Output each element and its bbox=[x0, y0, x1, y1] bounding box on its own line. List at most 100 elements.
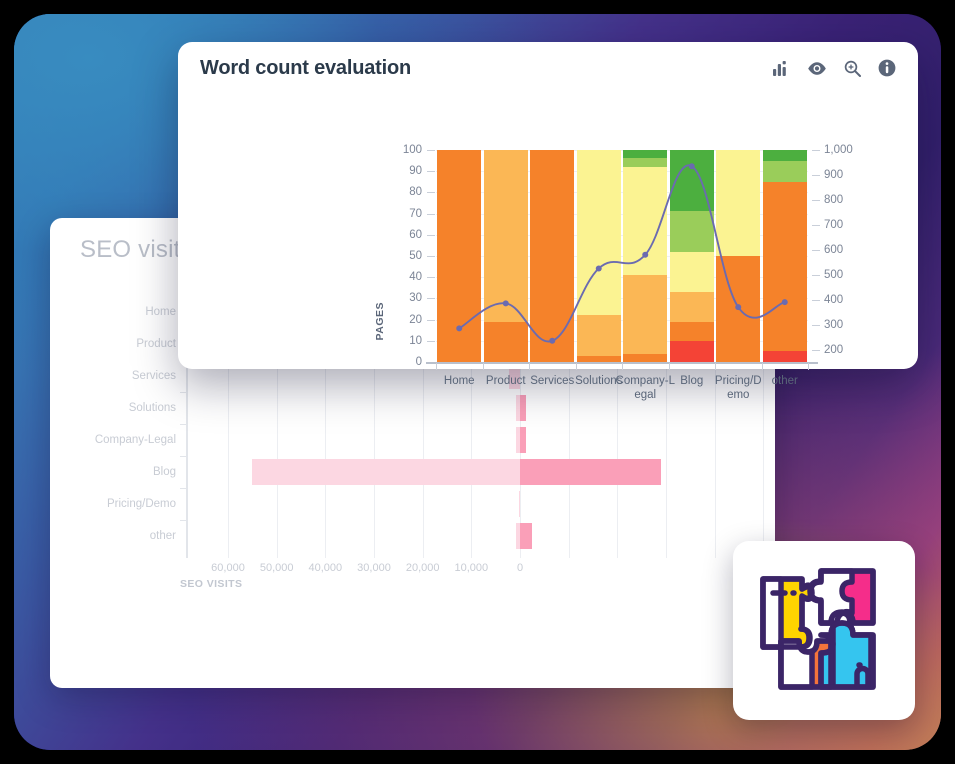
bar-segment[interactable] bbox=[669, 292, 714, 322]
seo-x-tick-label: 0 bbox=[516, 562, 524, 574]
y2-axis-tickmark bbox=[812, 249, 820, 251]
y-axis-tickmark bbox=[427, 340, 435, 342]
x-axis-tick-label: other bbox=[771, 375, 798, 387]
bar-segment[interactable] bbox=[623, 275, 668, 354]
x-axis-tick-label: Blog bbox=[680, 375, 704, 387]
y-axis-tickmark bbox=[427, 213, 435, 215]
x-axis-tick-label: Product bbox=[485, 375, 526, 387]
seo-bar-negative[interactable] bbox=[515, 395, 520, 421]
seo-visits-chart: 60,000 50,000 40,000 30,000 20,000 10,000 0 Hom… bbox=[50, 284, 775, 688]
x-axis-tickmark bbox=[436, 363, 437, 370]
seo-category-label: other bbox=[149, 530, 176, 542]
bar-segment[interactable] bbox=[576, 315, 621, 356]
y-axis-tick-label: 100 bbox=[402, 144, 422, 156]
seo-x-tick-label: 20,000 bbox=[405, 562, 440, 574]
seo-bar-negative[interactable] bbox=[509, 363, 520, 389]
word-count-chart: PAGES AVG OF WORD COUNT 0102030405060708… bbox=[178, 94, 918, 401]
x-axis-tickmark bbox=[668, 363, 670, 370]
eye-icon[interactable] bbox=[807, 61, 827, 76]
bar-segment[interactable] bbox=[623, 166, 668, 276]
bar-segment[interactable] bbox=[669, 321, 714, 341]
x-axis-tick-label: Services bbox=[530, 375, 575, 387]
bar-segment[interactable] bbox=[762, 351, 807, 362]
bar-segment[interactable] bbox=[762, 181, 807, 352]
seo-category-label: Solutions bbox=[128, 402, 176, 414]
bar-segment[interactable] bbox=[483, 150, 528, 322]
seo-axis-title: SEO VISITS bbox=[180, 578, 243, 590]
x-axis-tick-label: Solutions bbox=[575, 375, 623, 387]
seo-y-axis-line bbox=[186, 296, 188, 558]
bar-segment[interactable] bbox=[623, 158, 668, 167]
bar-chart-icon[interactable] bbox=[773, 60, 790, 76]
bar-segment[interactable] bbox=[762, 160, 807, 182]
bar-segment[interactable] bbox=[437, 150, 482, 362]
page-title: Word count evaluation bbox=[200, 56, 411, 79]
bar-segment[interactable] bbox=[716, 256, 761, 362]
seo-x-tick-label: 30,000 bbox=[357, 562, 391, 574]
seo-gridline bbox=[422, 296, 424, 558]
y2-axis-tickmark bbox=[812, 199, 820, 201]
y-axis-tick-label: 30 bbox=[409, 292, 422, 305]
x-axis-tickmark bbox=[808, 363, 809, 370]
y-axis-tickmark bbox=[427, 256, 435, 257]
seo-gridline bbox=[568, 296, 570, 558]
seo-bar-positive[interactable] bbox=[520, 427, 527, 453]
seo-category-label: Services bbox=[131, 370, 176, 382]
y-axis-tick-label: 40 bbox=[409, 271, 422, 284]
bar-segment[interactable] bbox=[669, 211, 714, 252]
puzzle-badge[interactable] bbox=[733, 541, 915, 720]
y-axis-tick-label: 20 bbox=[409, 313, 422, 326]
seo-bar-negative[interactable] bbox=[252, 459, 520, 485]
y2-axis-tick-label: 300 bbox=[824, 318, 844, 331]
x-axis-tickmark bbox=[761, 363, 763, 370]
y-axis-tick-label: 0 bbox=[415, 356, 422, 368]
x-axis-tickmark bbox=[622, 363, 623, 370]
y-axis-tickmark bbox=[427, 277, 435, 279]
bar-segment[interactable] bbox=[762, 150, 807, 161]
x-axis-tick-label: Pricing/D emo bbox=[714, 375, 762, 401]
bar-segment[interactable] bbox=[623, 150, 668, 159]
x-axis-tickmark bbox=[715, 363, 716, 370]
card-actions bbox=[773, 59, 896, 77]
word-count-card[interactable]: Word count evaluation bbox=[178, 42, 918, 401]
seo-y-tickmark bbox=[180, 520, 186, 521]
seo-x-tick-label: 40,000 bbox=[308, 562, 343, 574]
bar-segment[interactable] bbox=[716, 150, 761, 256]
seo-y-tickmark bbox=[180, 488, 186, 489]
y-axis-tick-label: 80 bbox=[409, 186, 422, 199]
seo-category-label: Pricing/Demo bbox=[106, 498, 176, 510]
bar-segment[interactable] bbox=[530, 150, 575, 362]
seo-gridline bbox=[228, 296, 229, 558]
search-icon[interactable] bbox=[844, 60, 861, 77]
y-axis-tick-label: 70 bbox=[409, 207, 422, 220]
seo-gridline bbox=[666, 296, 667, 558]
seo-bar-negative[interactable] bbox=[515, 523, 520, 549]
y-axis-tickmark bbox=[427, 234, 435, 236]
x-axis-tickmark bbox=[529, 363, 530, 370]
y2-axis-tick-label: 200 bbox=[824, 343, 844, 356]
seo-bar-negative[interactable] bbox=[515, 427, 520, 453]
seo-x-tick-label: 50,000 bbox=[259, 562, 294, 574]
seo-gridline bbox=[471, 296, 473, 558]
seo-bar-positive[interactable] bbox=[520, 523, 532, 549]
seo-bar-positive[interactable] bbox=[520, 459, 662, 485]
bar-segment[interactable] bbox=[669, 251, 714, 293]
y2-axis-tick-label: 1,000 bbox=[824, 144, 853, 156]
seo-bar-negative[interactable] bbox=[518, 491, 520, 517]
y-axis-tickmark bbox=[427, 192, 435, 194]
seo-x-tick-label: 10,000 bbox=[454, 562, 489, 574]
y-axis-tick-label: 10 bbox=[409, 334, 422, 347]
bar-segment[interactable] bbox=[669, 340, 714, 362]
bar-segment[interactable] bbox=[623, 353, 668, 362]
bar-segment[interactable] bbox=[576, 355, 621, 362]
bar-segment[interactable] bbox=[669, 150, 714, 212]
seo-bar-positive[interactable] bbox=[520, 395, 526, 421]
y2-axis-tickmark bbox=[812, 224, 820, 226]
bar-segment[interactable] bbox=[576, 150, 621, 316]
seo-gridline bbox=[763, 296, 765, 558]
info-icon[interactable] bbox=[878, 59, 896, 77]
y2-axis-tick-label: 800 bbox=[824, 193, 844, 206]
seo-category-label: Company-Legal bbox=[94, 434, 176, 446]
y2-axis-tick-label: 700 bbox=[824, 218, 844, 231]
bar-segment[interactable] bbox=[483, 321, 528, 362]
